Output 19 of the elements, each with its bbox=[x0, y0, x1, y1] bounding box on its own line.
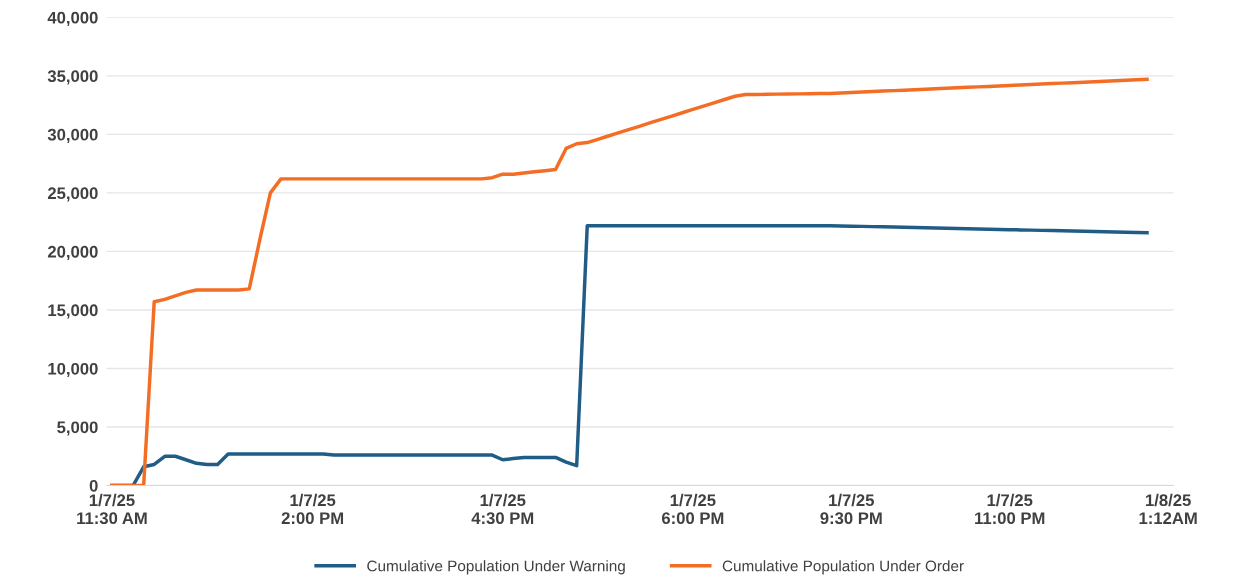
y-tick-label: 40,000 bbox=[47, 11, 98, 26]
x-tick-label: 1/7/25 11:00 PM bbox=[975, 493, 1045, 525]
y-tick-label: 15,000 bbox=[48, 304, 98, 319]
legend-label: Cumulative Population Under Order bbox=[722, 560, 964, 575]
y-tick-label: 30,000 bbox=[47, 128, 98, 143]
y-tick-label: 5,000 bbox=[57, 421, 98, 436]
y-tick-label: 35,000 bbox=[47, 70, 98, 85]
x-tick-label: 1/7/25 11:30 AM bbox=[77, 493, 147, 525]
legend-label: Cumulative Population Under Warning bbox=[367, 560, 625, 575]
line-series bbox=[110, 77, 1149, 486]
x-tick-label: 1/8/25 1:12AM bbox=[1139, 493, 1197, 524]
y-tick-label: 25,000 bbox=[47, 187, 98, 202]
y-tick-label: 10,000 bbox=[48, 362, 98, 378]
y-tick-label: 20,000 bbox=[47, 245, 98, 261]
y-tick-label: 0 bbox=[89, 479, 98, 492]
x-tick-label: 1/7/25 6:00 PM bbox=[661, 493, 724, 525]
x-tick-label: 1/7/25 2:00 PM bbox=[281, 493, 344, 525]
x-tick-label: 1/7/25 4:30 PM bbox=[471, 493, 534, 525]
x-tick-label: 1/7/25 9:30 PM bbox=[820, 493, 882, 525]
